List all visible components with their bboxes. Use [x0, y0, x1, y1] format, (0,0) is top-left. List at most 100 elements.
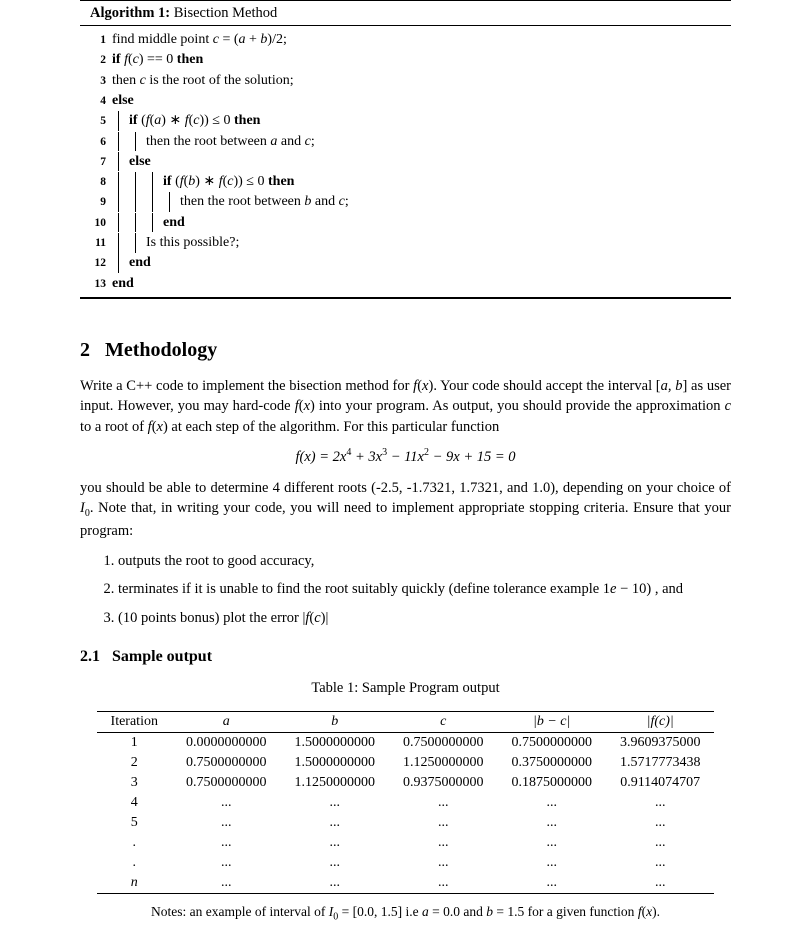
algorithm-line: 1find middle point c = (a + b)/2;	[80, 30, 731, 50]
table-cell: 2	[97, 753, 172, 773]
line-code: else	[112, 91, 731, 111]
algorithm-box: Algorithm 1: Bisection Method 1find midd…	[80, 0, 731, 299]
table-header-cell: b	[280, 712, 389, 733]
algorithm-line: 10end	[80, 213, 731, 233]
table-cell: ...	[280, 813, 389, 833]
table-cell: ...	[389, 813, 498, 833]
table-header-cell: |b − c|	[497, 712, 606, 733]
table-cell: 0.0000000000	[172, 733, 281, 754]
table-cell: ...	[606, 873, 715, 894]
table-cell: 0.9375000000	[389, 773, 498, 793]
subsection-number: 2.1	[80, 648, 100, 665]
table-row: 10.00000000001.50000000000.75000000000.7…	[97, 733, 715, 754]
table-cell: ...	[497, 833, 606, 853]
table-cell: ...	[389, 853, 498, 873]
line-number: 3	[80, 73, 112, 90]
table-cell: ...	[172, 813, 281, 833]
table-header-cell: Iteration	[97, 712, 172, 733]
line-number: 5	[80, 113, 112, 130]
line-code: if f(c) == 0 then	[112, 50, 731, 70]
table-row: 20.75000000001.50000000001.12500000000.3…	[97, 753, 715, 773]
algorithm-line: 2if f(c) == 0 then	[80, 50, 731, 70]
table-cell: ...	[280, 793, 389, 813]
paragraph-1: Write a C++ code to implement the bisect…	[80, 376, 731, 437]
section-heading: 2 Methodology	[80, 339, 731, 362]
line-number: 4	[80, 93, 112, 110]
page: Algorithm 1: Bisection Method 1find midd…	[0, 0, 811, 943]
table-cell: ...	[280, 833, 389, 853]
requirement-item: outputs the root to good accuracy,	[118, 551, 731, 571]
table-row: ................	[97, 853, 715, 873]
table-header-cell: |f(c)|	[606, 712, 715, 733]
table-cell: 1.5000000000	[280, 753, 389, 773]
algorithm-line: 5if (f(a) ∗ f(c)) ≤ 0 then	[80, 111, 731, 131]
line-code: end	[112, 274, 731, 294]
line-code: if (f(b) ∗ f(c)) ≤ 0 then	[112, 172, 731, 192]
line-number: 9	[80, 194, 112, 211]
algorithm-name: Bisection Method	[170, 5, 277, 21]
table-row: n...............	[97, 873, 715, 894]
table-header-cell: a	[172, 712, 281, 733]
line-code: find middle point c = (a + b)/2;	[112, 30, 731, 50]
algorithm-line: 11Is this possible?;	[80, 233, 731, 253]
table-cell: 0.7500000000	[172, 753, 281, 773]
algorithm-line: 4else	[80, 91, 731, 111]
line-code: then c is the root of the solution;	[112, 71, 731, 91]
table-row: 4...............	[97, 793, 715, 813]
requirements-list: outputs the root to good accuracy, termin…	[80, 551, 731, 628]
table-cell: ...	[497, 873, 606, 894]
table-cell: 0.7500000000	[497, 733, 606, 754]
output-table: Iterationabc|b − c||f(c)| 10.00000000001…	[97, 711, 715, 894]
table-cell: 0.1875000000	[497, 773, 606, 793]
algorithm-line: 3then c is the root of the solution;	[80, 71, 731, 91]
section-number: 2	[80, 339, 90, 361]
line-number: 10	[80, 215, 112, 232]
table-cell: ...	[497, 853, 606, 873]
line-number: 2	[80, 52, 112, 69]
line-number: 8	[80, 174, 112, 191]
table-cell: ...	[172, 793, 281, 813]
line-code: Is this possible?;	[112, 233, 731, 253]
line-number: 12	[80, 255, 112, 272]
table-cell: 3.9609375000	[606, 733, 715, 754]
table-cell: ...	[172, 853, 281, 873]
table-cell: .	[97, 833, 172, 853]
line-code: end	[112, 253, 731, 273]
algorithm-line: 13end	[80, 274, 731, 294]
table-caption: Table 1: Sample Program output	[80, 680, 731, 697]
section-title: Methodology	[105, 339, 217, 361]
line-number: 1	[80, 32, 112, 49]
subsection-heading: 2.1 Sample output	[80, 648, 731, 666]
table-cell: 1.1250000000	[389, 753, 498, 773]
table-cell: 4	[97, 793, 172, 813]
requirement-item: (10 points bonus) plot the error |f(c)|	[118, 608, 731, 628]
paragraph-2: you should be able to determine 4 differ…	[80, 478, 731, 541]
table-body: 10.00000000001.50000000000.75000000000.7…	[97, 733, 715, 894]
table-cell: ...	[280, 873, 389, 894]
table-row: 30.75000000001.12500000000.93750000000.1…	[97, 773, 715, 793]
table-cell: 1.5000000000	[280, 733, 389, 754]
table-cell: ...	[172, 833, 281, 853]
table-cell: 0.7500000000	[389, 733, 498, 754]
table-notes: Notes: an example of interval of I0 = [0…	[80, 904, 731, 923]
subsection-title: Sample output	[112, 648, 212, 665]
line-code: if (f(a) ∗ f(c)) ≤ 0 then	[112, 111, 731, 131]
requirement-item: terminates if it is unable to find the r…	[118, 579, 731, 599]
table-cell: ...	[606, 833, 715, 853]
algorithm-line: 6then the root between a and c;	[80, 132, 731, 152]
table-cell: 0.3750000000	[497, 753, 606, 773]
line-number: 13	[80, 276, 112, 293]
table-header-cell: c	[389, 712, 498, 733]
algorithm-line: 9then the root between b and c;	[80, 192, 731, 212]
algorithm-title: Algorithm 1: Bisection Method	[80, 1, 731, 26]
table-cell: n	[97, 873, 172, 894]
line-number: 11	[80, 235, 112, 252]
table-cell: 5	[97, 813, 172, 833]
table-cell: 1.1250000000	[280, 773, 389, 793]
algorithm-line: 7else	[80, 152, 731, 172]
table-cell: .	[97, 853, 172, 873]
table-cell: 0.9114074707	[606, 773, 715, 793]
table-cell: ...	[172, 873, 281, 894]
table-cell: ...	[606, 853, 715, 873]
algorithm-line: 8if (f(b) ∗ f(c)) ≤ 0 then	[80, 172, 731, 192]
